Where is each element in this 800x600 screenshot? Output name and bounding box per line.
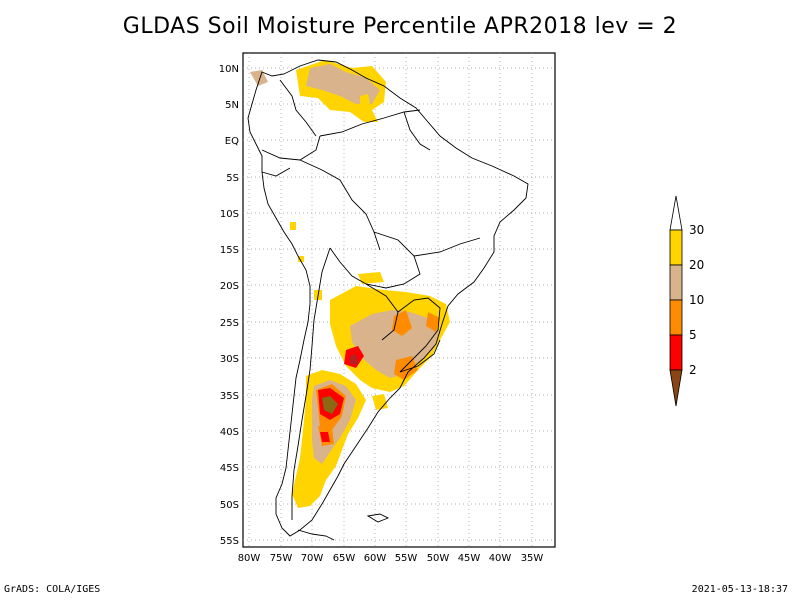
border-bolivia bbox=[329, 231, 421, 289]
field-darkred-center bbox=[350, 354, 358, 364]
legend-swatch-5-10 bbox=[669, 299, 683, 336]
lat-label: 15S bbox=[220, 245, 239, 256]
lat-label: 10S bbox=[220, 209, 239, 220]
border-brazil-north bbox=[319, 109, 421, 137]
soil-moisture-field bbox=[250, 60, 450, 508]
legend-label: 2 bbox=[689, 363, 697, 377]
lat-label: 5S bbox=[226, 173, 239, 184]
field-north-tan bbox=[306, 64, 380, 104]
coastlines bbox=[247, 59, 529, 541]
field-patch-4 bbox=[298, 256, 304, 262]
lon-label: 45W bbox=[458, 553, 481, 564]
legend-swatch-above bbox=[669, 195, 683, 231]
lat-label: 45S bbox=[220, 463, 239, 474]
lat-label: 35S bbox=[220, 391, 239, 402]
field-patch-2 bbox=[372, 394, 388, 410]
border-brazil-interior bbox=[413, 237, 481, 257]
legend-label: 10 bbox=[689, 293, 704, 307]
border-chile-argentina bbox=[291, 247, 331, 520]
legend-labels: 30 20 10 5 2 bbox=[689, 223, 704, 377]
lon-label: 65W bbox=[333, 553, 356, 564]
lon-label: 50W bbox=[427, 553, 450, 564]
lat-label: 40S bbox=[220, 427, 239, 438]
footer-timestamp: 2021-05-13-18:37 bbox=[691, 584, 788, 595]
lat-label: 10N bbox=[219, 64, 239, 75]
field-se-tan bbox=[350, 310, 440, 378]
map-title: GLDAS Soil Moisture Percentile APR2018 l… bbox=[122, 14, 678, 39]
lat-label: 5N bbox=[225, 100, 239, 111]
legend-swatch-2-5 bbox=[669, 334, 683, 371]
lat-label: 50S bbox=[220, 500, 239, 511]
field-south-red-2 bbox=[320, 432, 330, 442]
legend-label: 30 bbox=[689, 223, 704, 237]
lat-label: 20S bbox=[220, 281, 239, 292]
border-argentina-brazil bbox=[397, 297, 441, 373]
field-nw-tan bbox=[250, 70, 268, 86]
color-legend bbox=[669, 195, 683, 407]
lat-label: 55S bbox=[220, 536, 239, 547]
lat-label: 30S bbox=[220, 354, 239, 365]
lon-label: 60W bbox=[364, 553, 387, 564]
legend-swatch-below bbox=[669, 369, 683, 407]
lon-label: 55W bbox=[395, 553, 418, 564]
lon-label: 80W bbox=[238, 553, 261, 564]
legend-label: 20 bbox=[689, 258, 704, 272]
lon-labels: 80W 75W 70W 65W 60W 55W 50W 45W 40W 35W bbox=[238, 553, 544, 564]
lon-label: 75W bbox=[270, 553, 293, 564]
legend-swatch-10-20 bbox=[669, 264, 683, 301]
field-north-yellow-patch bbox=[360, 94, 370, 106]
lat-label: 25S bbox=[220, 318, 239, 329]
border-uruguay bbox=[399, 339, 441, 373]
legend-label: 5 bbox=[689, 328, 697, 342]
footer-credit: GrADS: COLA/IGES bbox=[4, 584, 101, 595]
field-se-orange-2 bbox=[426, 312, 440, 332]
border-guianas bbox=[403, 111, 431, 151]
field-south-darkred bbox=[322, 396, 338, 414]
lat-labels: 10N 5N EQ 5S 10S 15S 20S 25S 30S 35S 40S… bbox=[219, 64, 239, 547]
tierra-del-fuego bbox=[297, 529, 335, 541]
field-se-orange-3 bbox=[394, 356, 418, 380]
lon-label: 70W bbox=[301, 553, 324, 564]
south-america-coast bbox=[247, 59, 529, 537]
field-patch-3 bbox=[290, 222, 296, 230]
border-ecuador-peru bbox=[261, 167, 291, 177]
falklands bbox=[366, 513, 390, 523]
lon-label: 40W bbox=[489, 553, 512, 564]
lat-label: EQ bbox=[225, 136, 239, 147]
legend-swatch-20-30 bbox=[669, 229, 683, 266]
border-colombia-venezuela bbox=[279, 79, 317, 137]
lon-label: 35W bbox=[521, 553, 544, 564]
field-patch-1 bbox=[358, 272, 384, 284]
